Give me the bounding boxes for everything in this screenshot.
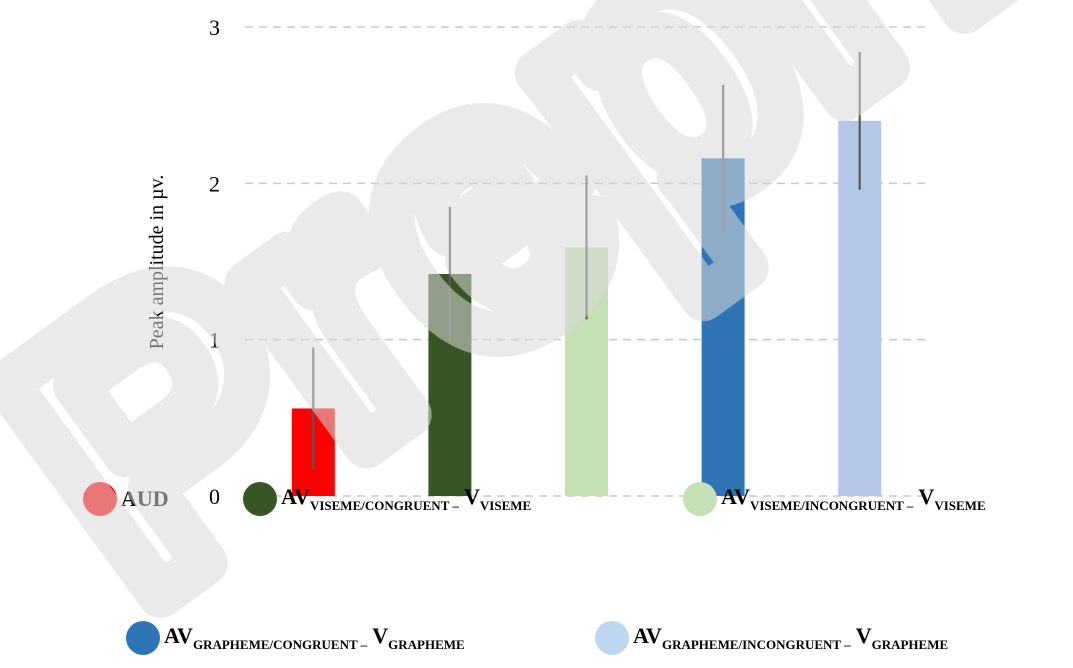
- legend-label: AUD: [121, 486, 169, 511]
- legend-label: AVGRAPHEME/CONGRUENT – VGRAPHEME: [164, 623, 465, 652]
- y-axis-label: Peak amplitude in µv.: [146, 175, 168, 350]
- legend-swatch: [243, 482, 277, 516]
- legend-item-aud: AUD: [83, 479, 169, 519]
- legend-item-av-grapheme-incongruent: AVGRAPHEME/INCONGRUENT – VGRAPHEME: [595, 618, 948, 658]
- y-tick-label: 2: [209, 171, 220, 196]
- y-tick-label: 3: [209, 15, 220, 40]
- legend-row-2: AVGRAPHEME/CONGRUENT – VGRAPHEME AVGRAPH…: [0, 618, 1073, 658]
- legend-row-1: AUD AVVISEME/CONGRUENT – VVISEME AVVISEM…: [0, 479, 1073, 519]
- y-tick-labels: 0 1 2 3: [209, 15, 220, 509]
- legend-item-av-grapheme-congruent: AVGRAPHEME/CONGRUENT – VGRAPHEME: [126, 618, 465, 658]
- legend-swatch: [595, 621, 629, 655]
- error-bars: [312, 52, 861, 470]
- legend-item-av-viseme-congruent: AVVISEME/CONGRUENT – VVISEME: [243, 479, 531, 519]
- legend-item-av-viseme-incongruent: AVVISEME/INCONGRUENT – VVISEME: [683, 479, 986, 519]
- legend-swatch: [683, 482, 717, 516]
- legend-label: AVGRAPHEME/INCONGRUENT – VGRAPHEME: [633, 623, 949, 652]
- y-tick-label: 0: [209, 484, 220, 509]
- legend-swatch: [126, 621, 160, 655]
- y-tick-label: 1: [209, 328, 220, 353]
- legend-swatch: [83, 482, 117, 516]
- legend-label: AVVISEME/INCONGRUENT – VVISEME: [721, 484, 986, 513]
- legend-label: AVVISEME/CONGRUENT – VVISEME: [281, 484, 532, 513]
